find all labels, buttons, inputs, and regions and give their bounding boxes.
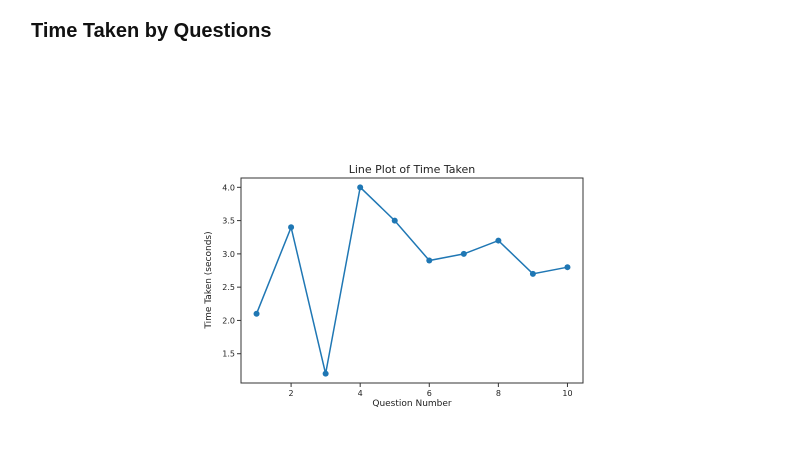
data-point: [460, 250, 467, 257]
data-point: [322, 370, 329, 377]
page-heading: Time Taken by Questions: [31, 20, 272, 42]
data-point: [529, 270, 536, 277]
y-tick-label: 4.0: [222, 183, 235, 192]
y-tick-label: 2.0: [222, 316, 235, 325]
x-tick-label: 2: [289, 389, 294, 398]
data-point: [495, 237, 502, 244]
y-tick-label: 2.5: [222, 283, 235, 292]
y-tick-label: 3.5: [222, 217, 235, 226]
data-point: [253, 310, 260, 317]
data-point: [391, 217, 398, 224]
chart-title: Line Plot of Time Taken: [349, 163, 476, 176]
data-point: [288, 224, 295, 231]
data-point: [357, 184, 364, 191]
data-point: [426, 257, 433, 264]
data-point: [564, 264, 571, 271]
x-tick-label: 8: [496, 389, 501, 398]
x-tick-label: 10: [562, 389, 572, 398]
plot-area-frame: [240, 177, 584, 384]
x-tick-label: 6: [427, 389, 432, 398]
y-tick-label: 1.5: [222, 350, 235, 359]
axis-ticks: 2 4 6 8 10 1.5 2.0 2.5 3.0 3.5 4.0: [222, 183, 572, 398]
series-line: [255, 185, 568, 374]
y-tick-label: 3.0: [222, 250, 235, 259]
y-axis-label: Time Taken (seconds): [204, 231, 214, 329]
x-axis-label: Question Number: [372, 399, 452, 409]
data-points: [253, 184, 571, 377]
series-line-layer: [255, 185, 568, 374]
x-tick-label: 4: [358, 389, 363, 398]
